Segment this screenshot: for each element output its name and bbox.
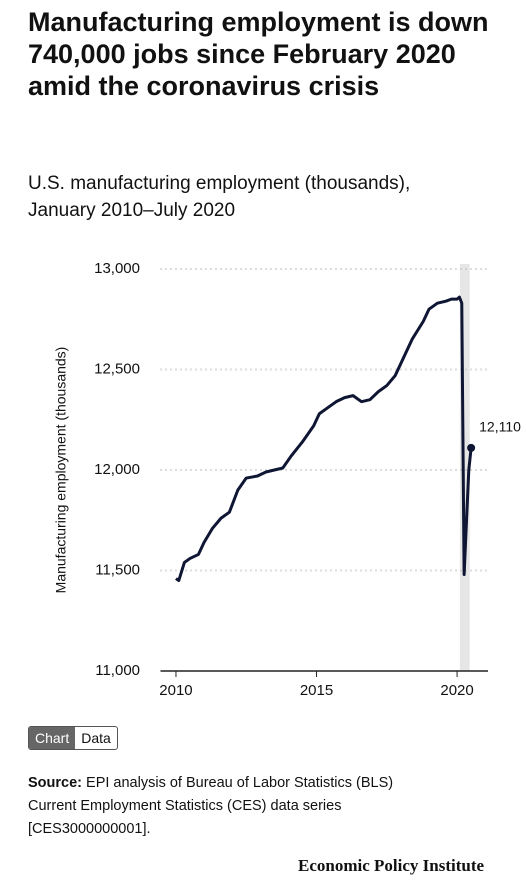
value-label: 12,110 <box>479 419 521 435</box>
tab[interactable]: Data <box>81 730 111 746</box>
y-tick-label: 12,000 <box>94 461 140 478</box>
chart: Manufacturing employment (thousands) 11,0… <box>53 260 521 699</box>
x-tick-label: 2020 <box>440 682 473 699</box>
x-tick-label: 2010 <box>159 682 192 699</box>
view-tabs: Chart Data <box>28 726 118 750</box>
x-tick-label: 2015 <box>300 682 333 699</box>
subtitle: U.S. manufacturing employment (thousands… <box>28 170 508 224</box>
y-tick-label: 11,000 <box>95 662 140 679</box>
title: Manufacturing employment is down 740,000… <box>28 7 489 101</box>
y-tick-label: 13,000 <box>94 260 140 277</box>
y-tick-label: 11,500 <box>95 561 140 578</box>
tab[interactable]: Chart <box>29 727 76 749</box>
footer: Economic Policy Institute <box>298 856 485 875</box>
source: Source: EPI analysis of Bureau of Labor … <box>28 772 508 841</box>
source-line: Current Employment Statistics (CES) data… <box>28 798 342 814</box>
end-point <box>467 443 476 452</box>
y-tick-label: 12,500 <box>94 360 140 377</box>
subtitle-line: January 2010–July 2020 <box>28 200 236 221</box>
source-line: EPI analysis of Bureau of Labor Statisti… <box>86 775 394 791</box>
source-line: [CES3000000001]. <box>28 821 151 837</box>
y-axis-label: Manufacturing employment (thousands) <box>53 347 69 594</box>
highlight-band <box>459 264 470 671</box>
line <box>175 295 473 583</box>
subtitle-line: U.S. manufacturing employment (thousands… <box>28 173 411 194</box>
source-label: Source: <box>28 775 82 791</box>
